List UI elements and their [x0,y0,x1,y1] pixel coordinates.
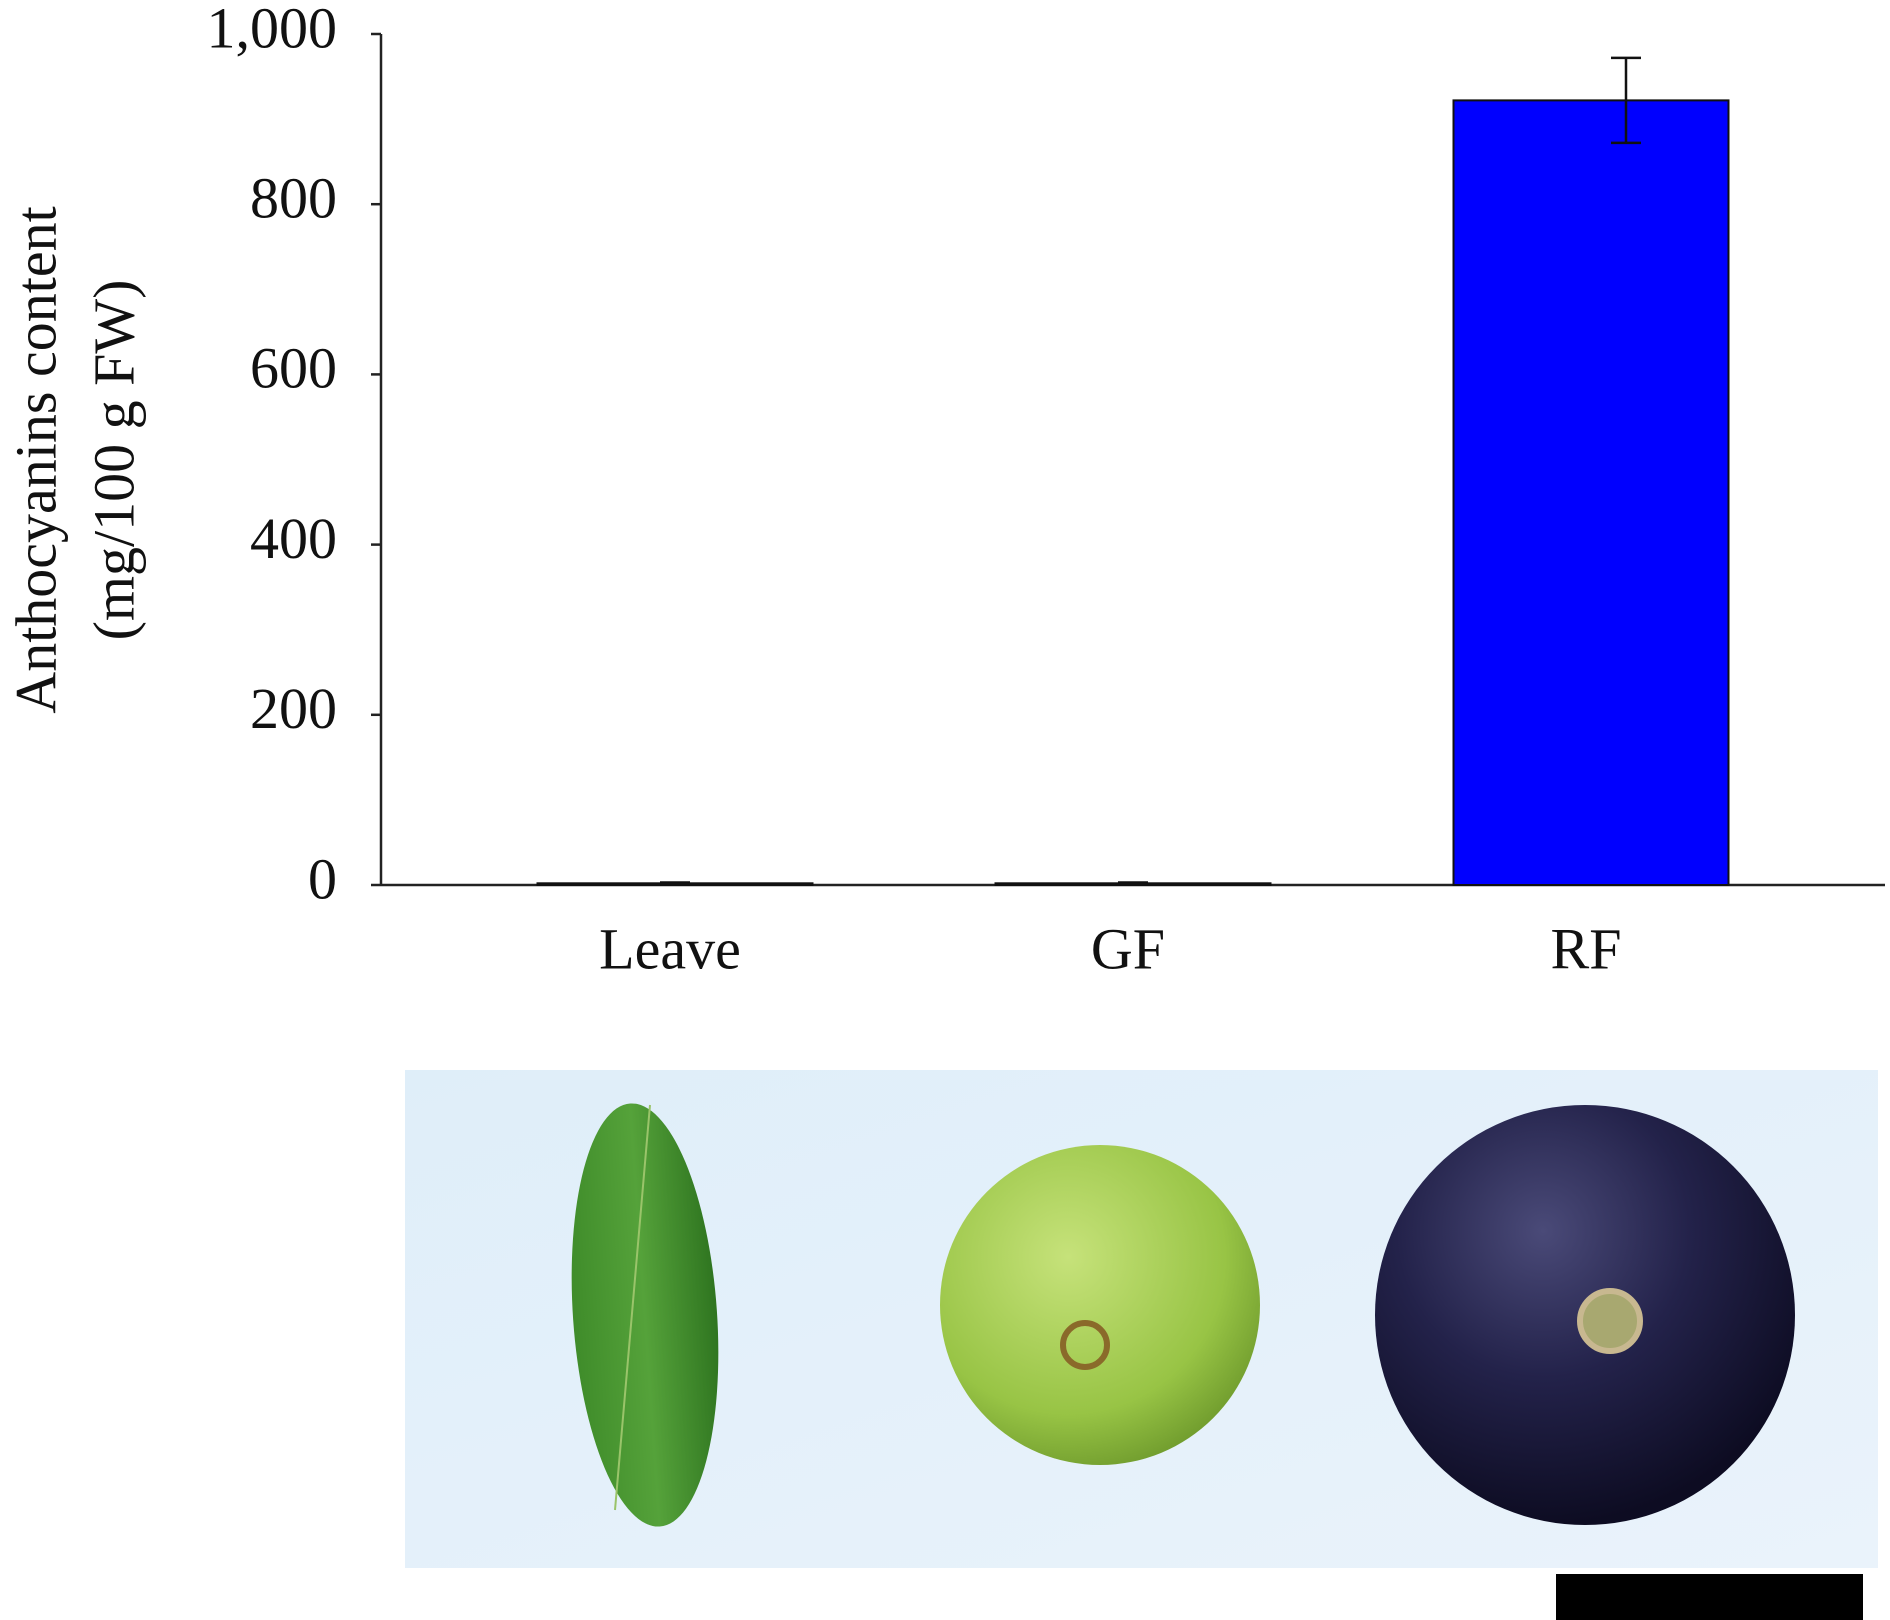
scale-bar [1556,1574,1863,1620]
y-tick-label: 800 [250,166,337,231]
x-tick-label: RF [1551,916,1622,981]
y-tick-label: 200 [250,676,337,741]
leaf-photo [571,1103,719,1527]
leaf-vein [614,1104,651,1511]
y-tick-label: 0 [308,846,337,911]
y-axis-label: (mg/100 g FW) [81,280,146,641]
photos [405,1070,1878,1620]
y-tick-label: 400 [250,506,337,571]
green-fruit-photo [940,1145,1260,1465]
fruit-calyx [1577,1288,1643,1354]
fruit-calyx [1060,1320,1110,1370]
y-tick-label: 1,000 [207,0,338,60]
y-axis-label: Anthocyanins content [3,206,68,713]
x-tick-label: Leave [599,916,741,981]
x-tick-label: GF [1091,916,1165,981]
bar [1452,99,1730,887]
y-tick-label: 600 [250,336,337,401]
